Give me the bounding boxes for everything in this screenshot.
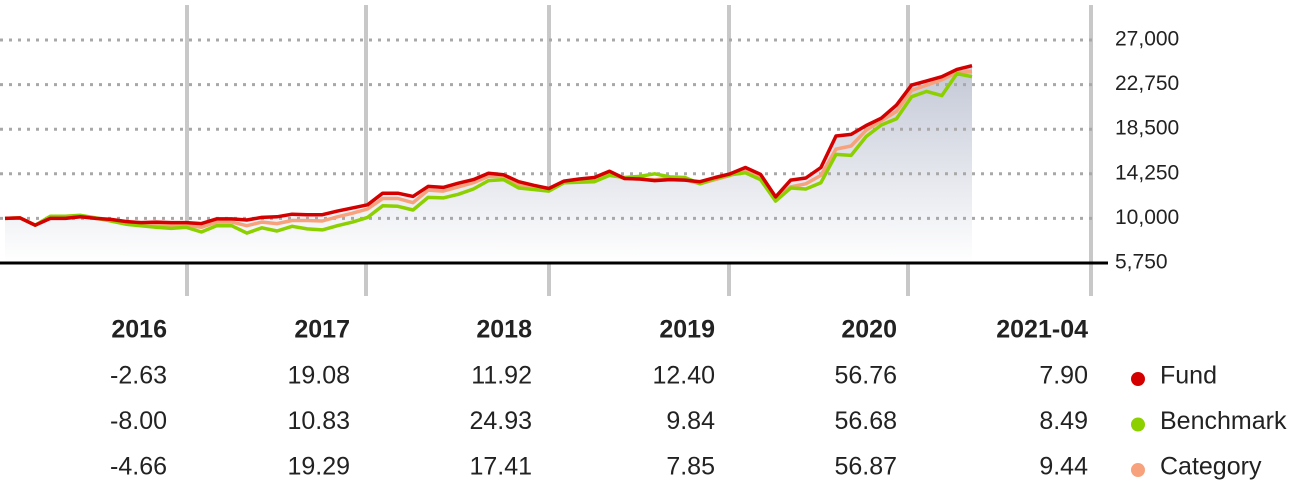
- series-line: [4, 69, 973, 230]
- table-cell: 19.08: [287, 362, 350, 390]
- y-tick-label: 5,750: [1115, 251, 1168, 274]
- table-cell: 56.68: [834, 407, 897, 435]
- table-cell: -2.63: [110, 362, 167, 390]
- legend-label: Category: [1160, 453, 1262, 481]
- table-cell: 12.40: [652, 362, 715, 390]
- table-cell: 9.84: [666, 407, 715, 435]
- table-cell: 9.44: [1039, 453, 1088, 481]
- column-header: 2021-04: [996, 316, 1088, 344]
- legend-marker: [1131, 417, 1145, 432]
- table-cell: 11.92: [471, 362, 532, 390]
- column-header: 2019: [659, 316, 715, 344]
- y-tick-label: 14,250: [1115, 161, 1179, 184]
- table-cell: 7.85: [666, 453, 715, 481]
- table-cell: 19.29: [287, 453, 350, 481]
- column-header: 2017: [294, 316, 350, 344]
- table-cell: 24.93: [469, 407, 532, 435]
- series-line: [4, 64, 973, 227]
- table-cell: 17.41: [469, 453, 532, 481]
- y-tick-label: 18,500: [1115, 117, 1179, 140]
- table-cell: -4.66: [110, 453, 167, 481]
- table-cell: -8.00: [110, 407, 167, 435]
- legend-label: Benchmark: [1160, 407, 1287, 435]
- y-tick-label: 27,000: [1115, 28, 1179, 51]
- column-header: 2016: [111, 316, 167, 344]
- column-header: 2020: [841, 316, 897, 344]
- y-tick-label: 22,750: [1115, 72, 1179, 95]
- column-header: 2018: [476, 316, 532, 344]
- legend-marker: [1131, 372, 1145, 386]
- legend-marker: [1131, 463, 1145, 477]
- table-cell: 8.49: [1039, 407, 1088, 435]
- table-cell: 7.90: [1039, 362, 1088, 390]
- fund-area: [5, 65, 972, 263]
- table-cell: 56.87: [834, 453, 897, 481]
- table-cell: 56.76: [834, 362, 897, 390]
- y-tick-label: 10,000: [1115, 206, 1179, 229]
- table-cell: 10.83: [287, 407, 350, 435]
- series-line: [4, 71, 973, 235]
- legend-label: Fund: [1160, 362, 1217, 390]
